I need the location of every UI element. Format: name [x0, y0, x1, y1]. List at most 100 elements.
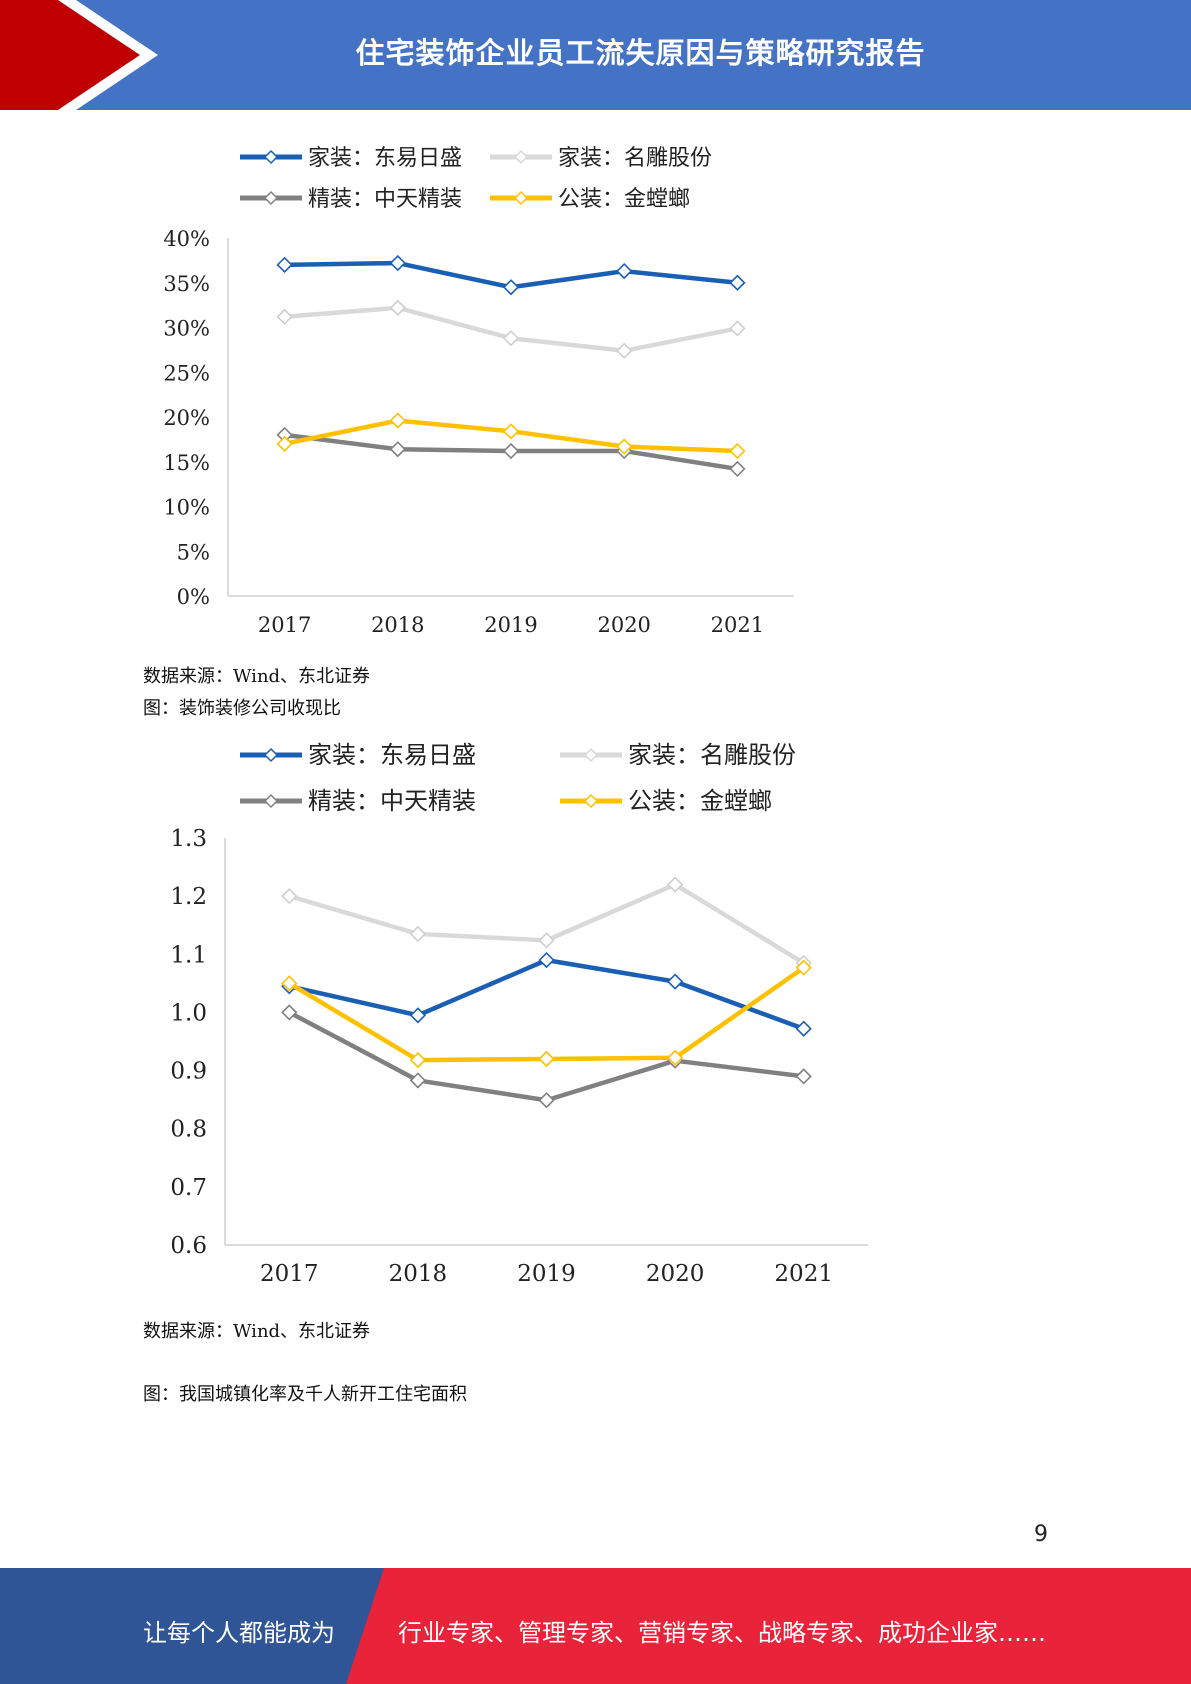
data-point	[502, 330, 520, 347]
legend-marker	[263, 149, 279, 165]
legend-label: 公装：金螳螂	[628, 787, 772, 815]
legend-label: 家装：东易日盛	[308, 146, 462, 171]
y-tick-label: 30%	[163, 317, 210, 341]
footer-banner: 让每个人都能成为 行业专家、管理专家、营销专家、战略专家、成功企业家……	[0, 1568, 1191, 1684]
data-point	[409, 1007, 427, 1024]
series	[281, 951, 812, 1037]
footer-slogan-right: 行业专家、管理专家、营销专家、战略专家、成功企业家……	[398, 1619, 1046, 1647]
legend-label: 家装：东易日盛	[308, 741, 476, 769]
data-point	[538, 951, 555, 969]
legend-label: 精装：中天精装	[308, 787, 476, 815]
legend-label: 家装：名雕股份	[628, 741, 796, 769]
legend-marker	[513, 190, 529, 206]
data-point	[276, 435, 293, 452]
data-point	[276, 256, 293, 273]
legend-item: 家装：名雕股份	[490, 146, 712, 171]
data-point	[276, 308, 293, 325]
legend-marker	[513, 149, 529, 165]
legend-marker	[263, 747, 279, 763]
data-point	[281, 975, 298, 992]
x-tick-label: 2020	[646, 1261, 705, 1287]
header-arrow-icon	[0, 0, 158, 110]
legend-marker	[263, 190, 279, 206]
y-tick-label: 1.0	[170, 1000, 207, 1026]
data-point	[729, 320, 746, 337]
data-point	[502, 442, 520, 460]
data-point	[666, 973, 684, 990]
x-tick-label: 2019	[484, 613, 537, 637]
legend-item: 精装：中天精装	[240, 787, 476, 815]
data-point	[409, 1072, 427, 1089]
data-point	[616, 438, 633, 455]
document-title: 住宅装饰企业员工流失原因与策略研究报告	[355, 36, 926, 70]
data-point	[281, 888, 298, 905]
y-tick-label: 0.8	[170, 1117, 207, 1143]
legend-label: 家装：名雕股份	[558, 146, 712, 171]
series-line	[288, 957, 805, 1031]
series-line	[288, 965, 805, 1063]
data-point	[389, 412, 406, 429]
chart1-source: 数据来源：Wind、东北证券	[143, 666, 371, 687]
data-point	[389, 254, 406, 272]
legend-item: 精装：中天精装	[240, 187, 462, 212]
x-tick-label: 2021	[774, 1261, 833, 1287]
data-point	[795, 1020, 812, 1037]
data-point	[729, 460, 746, 478]
y-tick-label: 1.3	[170, 826, 207, 852]
legend-label: 精装：中天精装	[308, 187, 462, 212]
next-figure-caption: 图：我国城镇化率及千人新开工住宅面积	[143, 1384, 467, 1405]
series-line	[288, 882, 805, 965]
y-tick-label: 1.1	[170, 942, 207, 968]
data-point	[666, 876, 684, 893]
y-tick-label: 15%	[163, 451, 210, 475]
header-band: 住宅装饰企业员工流失原因与策略研究报告	[0, 0, 1191, 110]
x-tick-label: 2019	[517, 1261, 576, 1287]
data-point	[795, 959, 812, 976]
data-point	[409, 925, 427, 943]
legend-item: 家装：东易日盛	[240, 741, 476, 769]
legend-item: 公装：金螳螂	[560, 787, 772, 815]
legend-marker	[583, 747, 599, 763]
legend-item: 家装：东易日盛	[240, 146, 462, 171]
data-point	[281, 1004, 298, 1021]
y-tick-label: 0.9	[170, 1059, 207, 1085]
data-point	[616, 262, 633, 280]
data-point	[538, 932, 555, 949]
legend-marker	[263, 793, 279, 809]
series	[281, 959, 812, 1069]
x-tick-label: 2017	[258, 613, 311, 637]
y-tick-label: 5%	[177, 540, 210, 564]
series	[276, 412, 746, 460]
data-point	[666, 1049, 684, 1066]
y-tick-label: 20%	[163, 406, 210, 430]
data-point	[729, 274, 746, 291]
data-point	[389, 441, 406, 458]
data-point	[795, 1068, 812, 1085]
x-tick-label: 2018	[389, 1261, 448, 1287]
y-tick-label: 35%	[163, 272, 210, 296]
series	[276, 299, 746, 359]
data-point	[389, 299, 406, 316]
data-point	[502, 423, 520, 440]
data-point	[502, 279, 520, 296]
series	[276, 426, 746, 478]
y-tick-label: 10%	[163, 496, 210, 520]
footer-slogan-left: 让每个人都能成为	[143, 1619, 335, 1647]
y-tick-label: 25%	[163, 361, 210, 385]
legend-item: 家装：名雕股份	[560, 741, 796, 769]
data-point	[538, 1050, 555, 1068]
page-number: 9	[1034, 1522, 1048, 1547]
y-tick-label: 0.7	[170, 1175, 207, 1201]
data-point	[616, 342, 633, 359]
x-tick-label: 2021	[711, 613, 764, 637]
data-point	[409, 1051, 427, 1069]
legend-item: 公装：金螳螂	[490, 187, 690, 212]
x-tick-label: 2020	[597, 613, 650, 637]
y-tick-label: 0.6	[170, 1233, 207, 1259]
footer-background	[0, 1568, 1191, 1684]
chart2-caption: 图：装饰装修公司收现比	[143, 698, 341, 719]
y-tick-label: 40%	[163, 227, 210, 251]
data-point	[729, 442, 746, 460]
series	[276, 254, 746, 296]
